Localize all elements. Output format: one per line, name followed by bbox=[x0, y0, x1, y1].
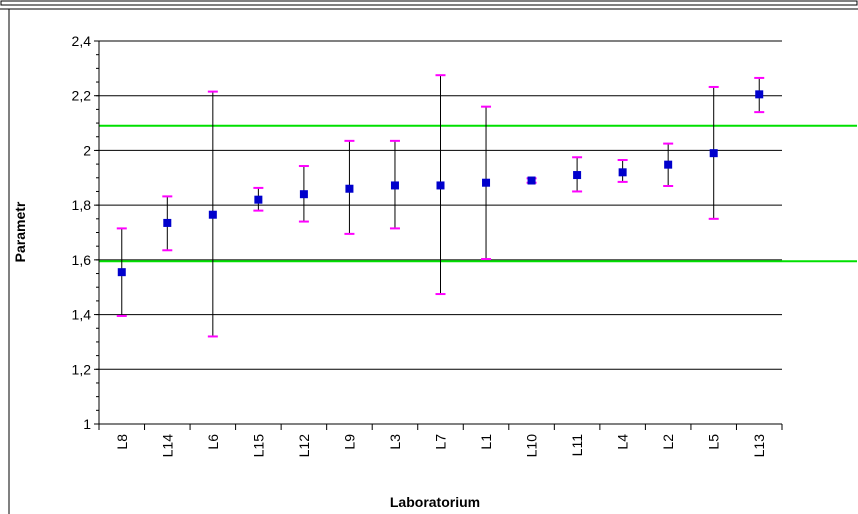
y-tick-label: 1 bbox=[83, 416, 91, 432]
y-tick-label: 1,2 bbox=[72, 361, 92, 377]
x-tick-label: L8 bbox=[114, 434, 130, 450]
data-point bbox=[755, 90, 764, 99]
x-tick-label: L13 bbox=[751, 434, 767, 458]
x-tick-label: L4 bbox=[615, 434, 631, 450]
data-point bbox=[573, 171, 582, 180]
y-tick-label: 2,2 bbox=[72, 88, 92, 104]
data-point bbox=[163, 218, 172, 227]
x-tick-labels: L8 L14 L6 L15 L12 L9 L3 L7 L1 L10 L11 L4 L2 L5 L13 bbox=[114, 434, 767, 458]
x-tick-label: L1 bbox=[478, 434, 494, 450]
data-point bbox=[664, 160, 673, 169]
data-point bbox=[254, 195, 263, 204]
x-tick-label: L12 bbox=[296, 434, 312, 458]
y-axis-title: Parametr bbox=[12, 201, 28, 262]
y-tick-label: 2,4 bbox=[72, 33, 92, 49]
data-point bbox=[482, 178, 491, 187]
y-tick-labels: 1 1,2 1,4 1,6 1,8 2 2,2 2,4 bbox=[72, 33, 92, 432]
x-axis-title: Laboratorium bbox=[390, 494, 480, 510]
x-tick-label: L7 bbox=[433, 434, 449, 450]
x-tick-label: L3 bbox=[387, 434, 403, 450]
data-point bbox=[117, 268, 126, 277]
x-tick-label: L5 bbox=[706, 434, 722, 450]
y-tick-label: 2 bbox=[83, 142, 91, 158]
data-point bbox=[709, 149, 718, 158]
data-point bbox=[527, 176, 536, 185]
x-tick-label: L2 bbox=[660, 434, 676, 450]
y-tick-label: 1,6 bbox=[72, 252, 92, 268]
x-tick-label: L10 bbox=[524, 434, 540, 458]
data-point bbox=[208, 210, 217, 219]
reference-lines bbox=[99, 124, 857, 263]
axes bbox=[94, 40, 783, 430]
data-point bbox=[390, 181, 399, 190]
data-points bbox=[117, 90, 764, 277]
x-tick-label: L14 bbox=[159, 434, 175, 458]
data-point bbox=[299, 190, 308, 199]
y-tick-label: 1,8 bbox=[72, 197, 92, 213]
error-bars bbox=[116, 74, 765, 338]
data-point bbox=[618, 168, 627, 177]
x-tick-label: L15 bbox=[250, 434, 266, 458]
data-point bbox=[436, 181, 445, 190]
x-tick-label: L9 bbox=[341, 434, 357, 450]
y-tick-label: 1,4 bbox=[72, 307, 92, 323]
data-point bbox=[345, 184, 354, 193]
x-tick-label: L6 bbox=[205, 434, 221, 450]
x-tick-label: L11 bbox=[569, 434, 585, 457]
